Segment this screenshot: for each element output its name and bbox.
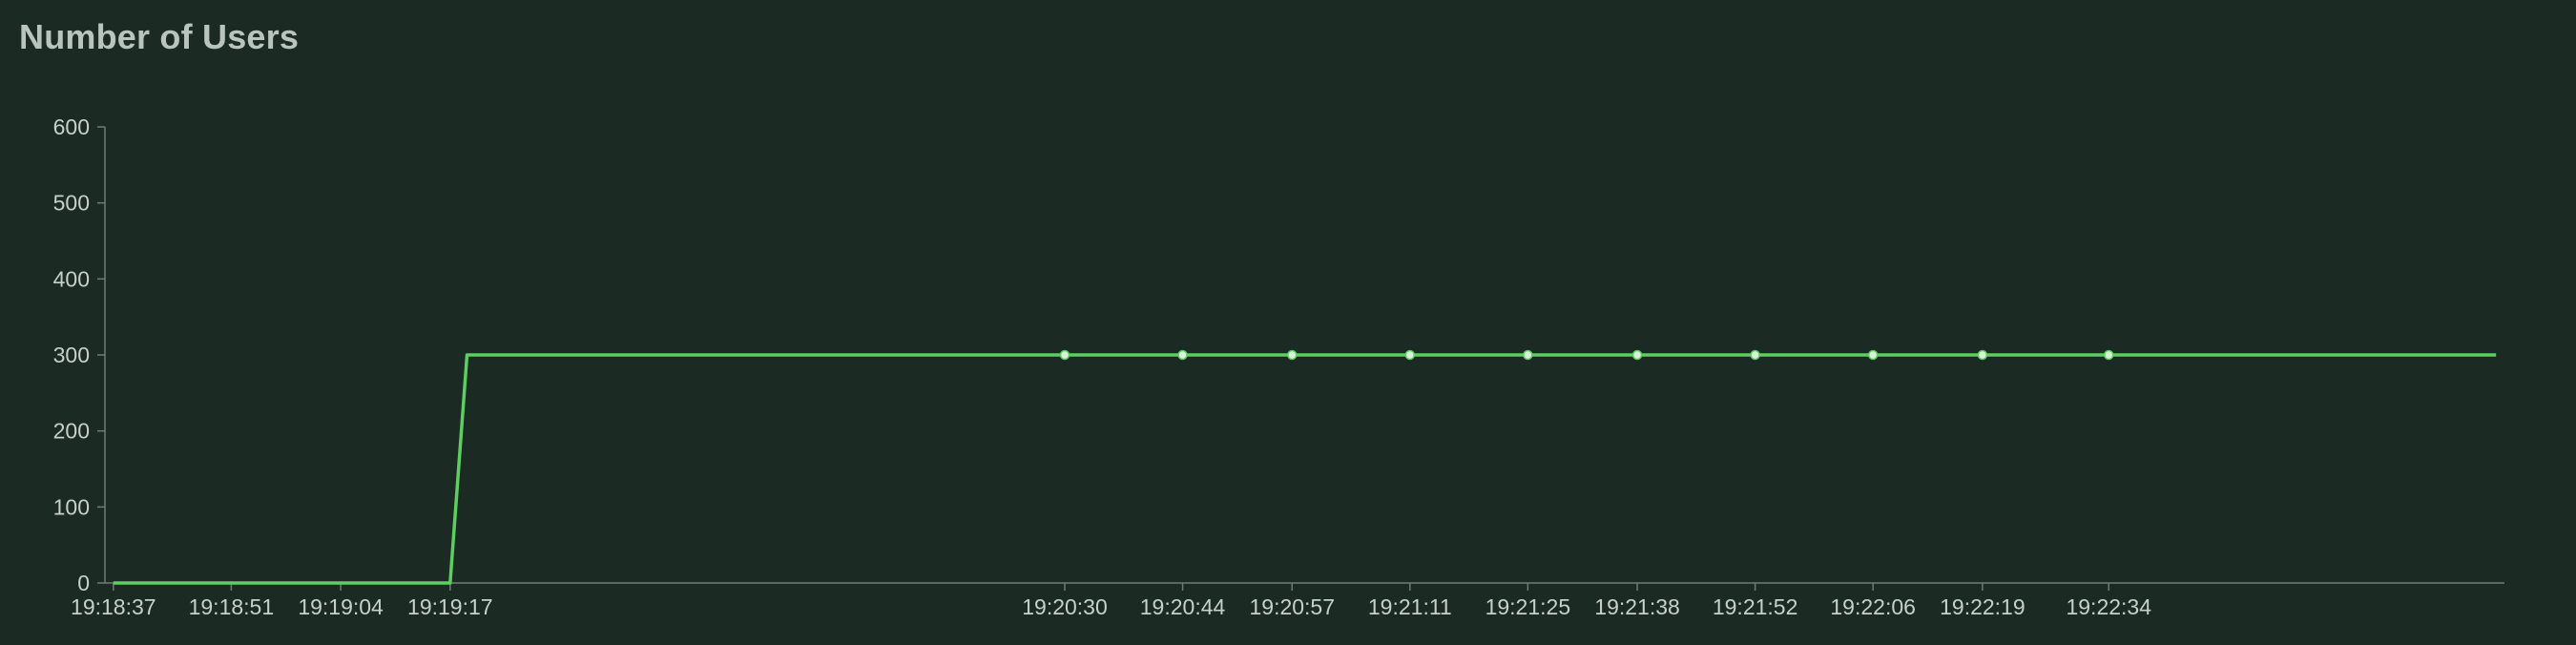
x-axis: 19:18:37 19:18:51 19:19:04 19:19:17 19:20:30… xyxy=(71,582,2504,619)
x-tick-label: 19:20:30 xyxy=(1022,594,1108,619)
data-point[interactable] xyxy=(1631,349,1643,361)
y-tick-label: 500 xyxy=(53,191,90,216)
x-tick-label: 19:19:17 xyxy=(407,594,493,619)
data-point[interactable] xyxy=(1404,349,1416,361)
x-tick-label: 19:20:57 xyxy=(1249,594,1335,619)
x-tick-label: 19:22:06 xyxy=(1830,594,1916,619)
x-tick-label: 19:18:51 xyxy=(189,594,275,619)
series-layer xyxy=(113,349,2497,585)
x-tick-label: 19:21:52 xyxy=(1713,594,1798,619)
data-point[interactable] xyxy=(1059,349,1070,361)
x-tick-label: 19:22:19 xyxy=(1940,594,2025,619)
y-tick-label: 0 xyxy=(77,571,90,595)
series-line xyxy=(113,353,2497,585)
x-tick-label: 19:19:04 xyxy=(298,594,384,619)
x-tick-label: 19:18:37 xyxy=(71,594,156,619)
y-tick-label: 200 xyxy=(53,419,90,444)
data-point[interactable] xyxy=(1867,349,1879,361)
data-point[interactable] xyxy=(1977,349,1988,361)
data-point[interactable] xyxy=(1287,349,1298,361)
chart-title: Number of Users xyxy=(19,17,300,56)
y-axis: 0 100 200 300 400 500 600 xyxy=(53,114,106,595)
y-tick-label: 600 xyxy=(53,114,90,139)
x-tick-label: 19:21:25 xyxy=(1485,594,1571,619)
y-tick-label: 100 xyxy=(53,494,90,519)
y-tick-label: 300 xyxy=(53,343,90,367)
x-tick-label: 19:20:44 xyxy=(1140,594,1226,619)
x-tick-label: 19:22:34 xyxy=(2066,594,2151,619)
data-point[interactable] xyxy=(2103,349,2114,361)
y-tick-label: 400 xyxy=(53,266,90,291)
data-point[interactable] xyxy=(1750,349,1760,361)
data-point[interactable] xyxy=(1523,349,1533,361)
data-point[interactable] xyxy=(1177,349,1188,361)
x-tick-label: 19:21:11 xyxy=(1368,594,1452,619)
x-tick-label: 19:21:38 xyxy=(1594,594,1680,619)
